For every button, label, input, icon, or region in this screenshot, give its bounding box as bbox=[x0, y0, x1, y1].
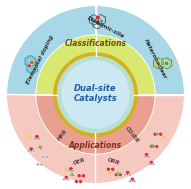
Text: ⚡: ⚡ bbox=[64, 167, 69, 173]
Circle shape bbox=[147, 155, 151, 158]
Text: ⚡: ⚡ bbox=[160, 134, 165, 140]
Circle shape bbox=[79, 180, 83, 183]
Text: HRR: HRR bbox=[56, 128, 68, 142]
Circle shape bbox=[111, 167, 115, 171]
Text: CO₂RR: CO₂RR bbox=[124, 126, 140, 144]
Circle shape bbox=[77, 174, 81, 178]
Circle shape bbox=[62, 178, 65, 181]
Circle shape bbox=[155, 145, 159, 148]
Circle shape bbox=[96, 21, 100, 25]
Circle shape bbox=[130, 177, 135, 182]
Circle shape bbox=[33, 137, 36, 140]
Circle shape bbox=[64, 175, 68, 180]
Circle shape bbox=[40, 163, 43, 166]
Text: ⚡: ⚡ bbox=[107, 170, 112, 176]
Text: Catalysts: Catalysts bbox=[74, 94, 117, 103]
Wedge shape bbox=[96, 6, 184, 94]
Circle shape bbox=[46, 155, 49, 159]
Polygon shape bbox=[162, 58, 172, 69]
Circle shape bbox=[149, 160, 154, 165]
Circle shape bbox=[152, 145, 156, 148]
Circle shape bbox=[42, 155, 45, 159]
Text: ORR: ORR bbox=[106, 157, 121, 166]
Circle shape bbox=[156, 132, 160, 136]
Circle shape bbox=[27, 149, 30, 153]
Circle shape bbox=[161, 66, 164, 69]
Circle shape bbox=[67, 178, 70, 181]
Circle shape bbox=[82, 174, 86, 178]
Circle shape bbox=[69, 167, 73, 172]
Circle shape bbox=[161, 57, 164, 61]
Polygon shape bbox=[154, 58, 163, 69]
Wedge shape bbox=[36, 35, 155, 94]
Text: ⚡: ⚡ bbox=[26, 134, 31, 140]
Circle shape bbox=[133, 180, 136, 183]
Wedge shape bbox=[7, 94, 96, 183]
Circle shape bbox=[30, 60, 34, 65]
Text: Classifications: Classifications bbox=[65, 39, 126, 48]
Text: OER: OER bbox=[73, 157, 86, 166]
Text: Diatomic-site: Diatomic-site bbox=[87, 15, 125, 39]
Text: Heteronuclear: Heteronuclear bbox=[143, 39, 167, 81]
Circle shape bbox=[129, 173, 132, 176]
Circle shape bbox=[95, 15, 100, 20]
Polygon shape bbox=[25, 55, 36, 67]
Circle shape bbox=[36, 163, 39, 166]
Circle shape bbox=[118, 173, 122, 177]
Circle shape bbox=[152, 163, 155, 166]
Wedge shape bbox=[96, 94, 184, 183]
Wedge shape bbox=[7, 6, 96, 94]
Circle shape bbox=[72, 169, 75, 172]
Circle shape bbox=[57, 56, 134, 133]
Text: Dual-site: Dual-site bbox=[74, 84, 117, 93]
Circle shape bbox=[125, 170, 130, 175]
Circle shape bbox=[129, 180, 132, 183]
Circle shape bbox=[159, 132, 163, 136]
Wedge shape bbox=[36, 94, 155, 154]
Circle shape bbox=[28, 64, 31, 68]
Circle shape bbox=[148, 163, 151, 166]
Circle shape bbox=[106, 167, 110, 171]
Circle shape bbox=[61, 60, 130, 129]
Text: Applications: Applications bbox=[69, 141, 122, 150]
Circle shape bbox=[143, 155, 146, 158]
Circle shape bbox=[114, 173, 118, 177]
Circle shape bbox=[38, 137, 41, 140]
Circle shape bbox=[74, 180, 78, 183]
Polygon shape bbox=[27, 62, 37, 74]
Circle shape bbox=[67, 169, 70, 172]
Circle shape bbox=[29, 147, 34, 152]
Circle shape bbox=[34, 135, 39, 139]
Circle shape bbox=[156, 61, 160, 65]
Circle shape bbox=[153, 132, 157, 136]
Circle shape bbox=[144, 153, 149, 157]
Circle shape bbox=[165, 61, 169, 65]
Circle shape bbox=[33, 66, 36, 69]
Text: Elemental doping: Elemental doping bbox=[25, 34, 54, 85]
Circle shape bbox=[32, 149, 35, 153]
Circle shape bbox=[150, 145, 153, 148]
Circle shape bbox=[124, 173, 127, 176]
